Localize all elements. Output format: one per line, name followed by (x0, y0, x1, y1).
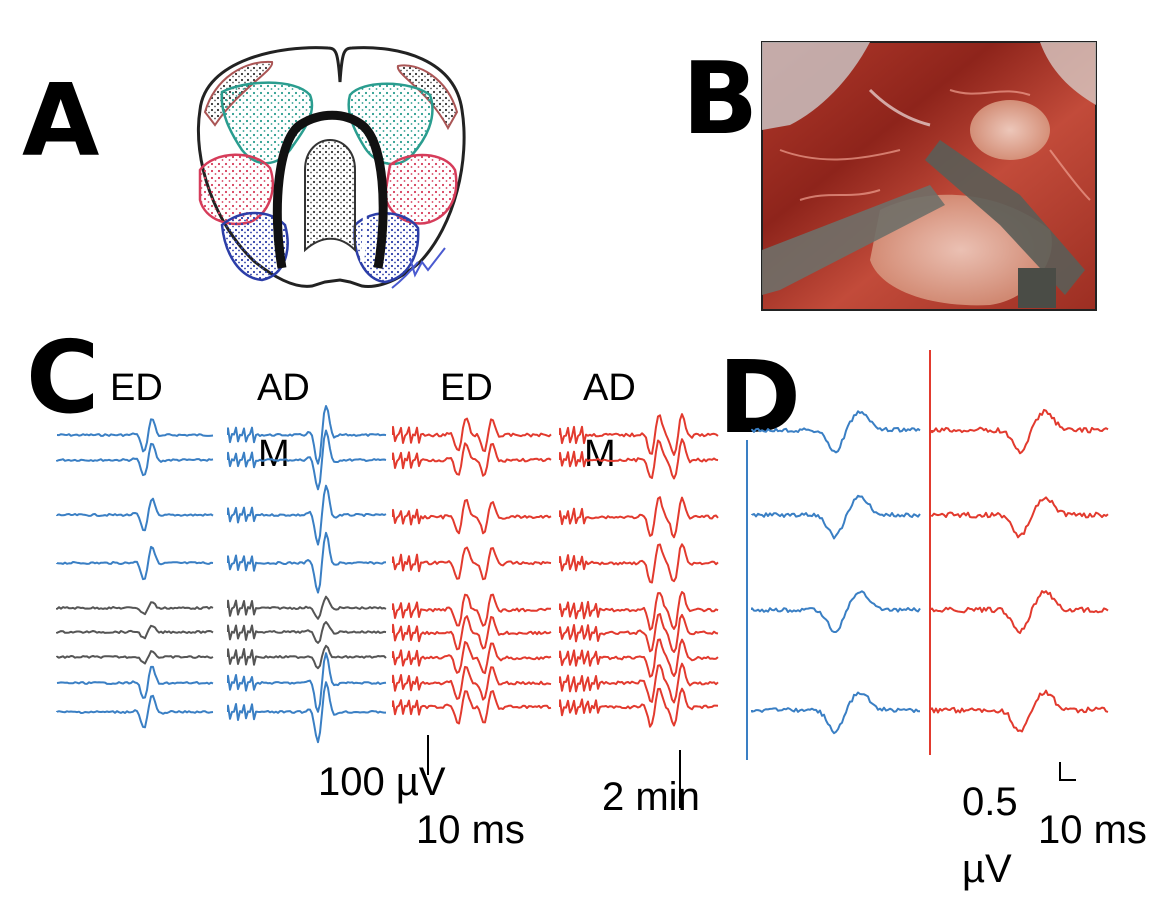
trace-ed-post-2 (392, 499, 552, 535)
trace-ad-post-2 (559, 496, 719, 539)
sub-label-m-2: M (584, 433, 616, 475)
trace-d-red-0 (931, 408, 1109, 455)
trace-ad-post-3 (559, 543, 719, 584)
col-label-ad-2: AD (583, 367, 636, 409)
sub-label-m-1: M (258, 433, 290, 475)
trace-d-red-2 (931, 590, 1109, 635)
trace-ad-post-6 (559, 638, 719, 678)
brain-section-sketch (196, 46, 466, 289)
trace-ad-control-4 (227, 595, 387, 620)
trace-ad-post-5 (559, 613, 719, 653)
trace-ed-post-1 (392, 442, 552, 477)
trace-ed-post-6 (392, 641, 552, 675)
trace-ed-post-3 (392, 546, 552, 581)
trace-ed-control-0 (56, 418, 214, 453)
col-label-ed-2: ED (440, 367, 493, 409)
trace-ed-control-7 (56, 665, 214, 699)
surgical-photo (761, 41, 1097, 311)
trace-ed-post-8 (392, 690, 552, 725)
panel-c-traces (56, 405, 719, 744)
trace-ed-control-3 (56, 545, 214, 581)
trace-ed-post-5 (392, 615, 552, 651)
trace-ad-control-6 (227, 644, 387, 670)
trace-ad-post-8 (559, 687, 719, 728)
trace-d-blue-3 (751, 691, 920, 735)
trace-ed-post-0 (392, 417, 552, 453)
scale-interval-label: 2 min (602, 775, 700, 819)
trace-d-red-3 (931, 689, 1109, 733)
panel-c-scale: 100 µV 10 ms 2 min (318, 735, 700, 852)
scale-time-label-c: 10 ms (416, 808, 525, 852)
trace-ed-control-2 (56, 497, 214, 532)
trace-d-blue-1 (751, 494, 921, 540)
trace-d-blue-2 (751, 590, 921, 633)
trace-ed-control-4 (56, 601, 214, 616)
scale-time-label-d: 10 ms (1038, 808, 1147, 852)
scale-amp-unit-d: µV (962, 847, 1012, 891)
trace-ed-control-1 (56, 442, 214, 477)
scale-amp-value-d: 0.5 (962, 780, 1018, 824)
trace-ad-control-2 (227, 484, 387, 546)
trace-ed-control-8 (56, 694, 214, 729)
col-label-ad-1: AD (257, 367, 310, 409)
trace-ad-control-3 (227, 531, 387, 594)
panel-label-b: B (682, 40, 758, 157)
trace-ad-control-7 (227, 652, 387, 713)
trace-d-blue-0 (751, 410, 921, 454)
trace-ad-post-1 (559, 438, 719, 480)
trace-ad-control-5 (227, 621, 387, 644)
trace-ad-control-0 (227, 405, 387, 465)
scale-amplitude-label: 100 µV (318, 760, 446, 804)
trace-ed-control-6 (56, 650, 214, 665)
trace-d-red-1 (931, 496, 1109, 539)
trace-ad-post-7 (559, 662, 719, 704)
trace-ed-post-7 (392, 665, 552, 701)
panel-d-scale: 0.5 µV 10 ms (962, 762, 1147, 891)
panel-d-traces (746, 350, 1109, 760)
panel-label-a: A (22, 62, 99, 179)
trace-ad-control-1 (227, 429, 387, 491)
trace-ad-post-0 (559, 413, 719, 456)
trace-ed-control-5 (56, 624, 214, 640)
trace-ad-control-8 (227, 681, 386, 744)
col-label-ed-1: ED (110, 367, 163, 409)
panel-label-d: D (718, 339, 801, 456)
trace-ed-post-4 (392, 593, 552, 627)
panel-label-c: C (26, 319, 99, 436)
trace-ad-post-4 (559, 591, 719, 631)
